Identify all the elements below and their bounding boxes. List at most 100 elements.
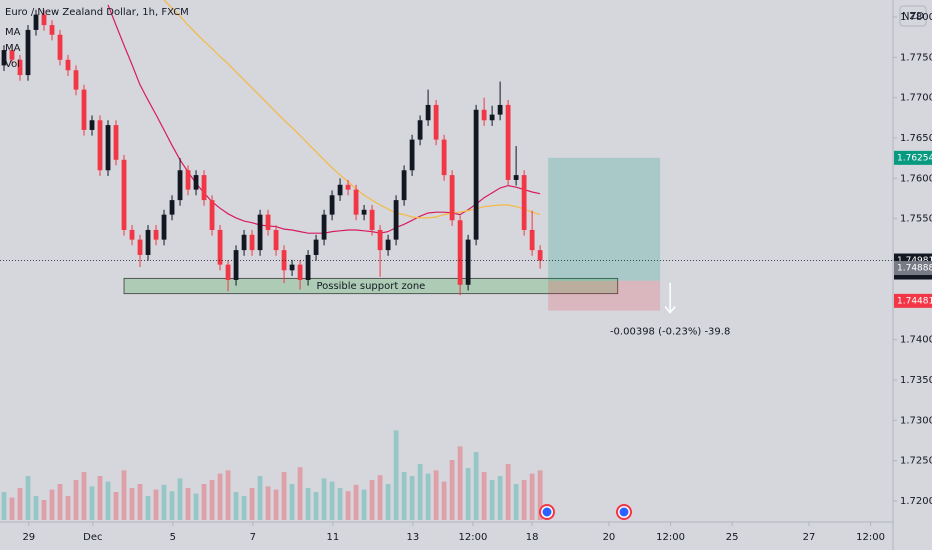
candle-body: [129, 229, 135, 240]
volume-bar: [273, 489, 279, 520]
volume-bar: [425, 473, 431, 520]
volume-bar: [257, 476, 263, 520]
candle-body: [353, 189, 359, 215]
volume-bar: [441, 481, 447, 520]
measure-arrowhead: [664, 306, 676, 314]
currency-button[interactable]: [899, 5, 927, 27]
support-zone: [123, 277, 619, 295]
candle-body: [337, 184, 343, 196]
candle-body: [481, 109, 487, 121]
event-icon[interactable]: [616, 504, 632, 520]
candle-body: [153, 229, 159, 240]
event-icon[interactable]: [539, 504, 555, 520]
measure-label: -0.00398 (-0.23%) -39.8: [610, 327, 730, 338]
volume-bar: [369, 480, 375, 520]
x-tick-label: 20: [603, 532, 616, 543]
candle-body: [433, 104, 439, 140]
x-tick-label: 18: [526, 532, 539, 543]
candle-body: [321, 214, 327, 240]
volume-bar: [121, 470, 127, 520]
candle-body: [369, 209, 375, 230]
y-tick-label: 1.73000: [900, 415, 932, 426]
volume-bar: [529, 473, 535, 520]
candle-body: [265, 214, 271, 230]
volume-bar: [305, 488, 311, 520]
candle-body: [1, 50, 7, 66]
candle-body: [241, 234, 247, 251]
volume-bar: [321, 478, 327, 520]
candle-body: [161, 214, 167, 240]
target-zone: [548, 157, 661, 281]
candle-body: [145, 229, 151, 255]
volume-bar: [193, 493, 199, 520]
candle-body: [17, 59, 23, 76]
candle-body: [65, 59, 71, 71]
candle-body: [393, 200, 399, 240]
volume-bar: [393, 430, 399, 520]
volume-bar: [169, 491, 175, 520]
candle-body: [169, 200, 175, 215]
candle-body: [489, 114, 495, 121]
candle-body: [281, 250, 287, 271]
candle-body: [449, 175, 455, 221]
volume-bar: [17, 488, 23, 520]
volume-bar: [225, 470, 231, 520]
volume-bar: [505, 464, 511, 520]
volume-bar: [449, 460, 455, 520]
price-label-box: [894, 150, 932, 165]
candle-body: [25, 29, 31, 76]
candle-body: [521, 175, 527, 230]
x-tick-label: 5: [170, 532, 176, 543]
candle-body: [345, 184, 351, 190]
volume-bar: [433, 470, 439, 520]
y-tick-label: 1.72500: [900, 456, 932, 467]
x-tick-label: 12:00: [656, 532, 685, 543]
candle-body: [113, 125, 119, 160]
volume-bar: [337, 488, 343, 520]
candle-body: [121, 159, 127, 230]
candle-body: [465, 239, 471, 285]
x-tick-label: Dec: [83, 532, 102, 543]
candle-body: [417, 120, 423, 140]
candle-body: [505, 104, 511, 180]
candle-body: [105, 125, 111, 171]
candle-body: [529, 229, 535, 251]
volume-bar: [129, 488, 135, 520]
x-tick-label: 27: [803, 532, 816, 543]
candle-body: [73, 70, 79, 90]
candle-body: [409, 139, 415, 171]
volume-bar: [521, 480, 527, 520]
volume-bar: [385, 484, 391, 520]
candle-body: [97, 120, 103, 171]
candle-body: [497, 104, 503, 115]
x-tick-label: 29: [22, 532, 35, 543]
legend-title: Euro / New Zealand Dollar, 1h, FXCM: [5, 7, 189, 18]
volume-bar: [489, 480, 495, 520]
volume-bar: [113, 492, 119, 520]
x-tick-label: 12:00: [856, 532, 885, 543]
y-tick-label: 1.78000: [900, 12, 932, 23]
volume-bar: [513, 484, 519, 520]
volume-bar: [233, 492, 239, 520]
volume-bar: [481, 472, 487, 520]
x-tick-label: 7: [250, 532, 256, 543]
y-tick-label: 1.72000: [900, 496, 932, 507]
candle-body: [217, 229, 223, 265]
y-tick-label: 1.76500: [900, 133, 932, 144]
candle-body: [209, 200, 215, 230]
legend-ma: MA: [5, 27, 21, 38]
volume-bar: [249, 488, 255, 520]
candle-body: [33, 14, 39, 30]
y-tick-label: 1.77000: [900, 93, 932, 104]
volume-bar: [105, 481, 111, 520]
volume-bar: [353, 484, 359, 520]
volume-bar: [65, 496, 71, 520]
x-tick-label: 12:00: [458, 532, 487, 543]
candle-body: [41, 14, 47, 26]
y-tick-label: 1.74000: [900, 335, 932, 346]
volume-bar: [417, 464, 423, 520]
x-tick-label: 13: [407, 532, 420, 543]
volume-bar: [281, 472, 287, 520]
volume-bar: [497, 476, 503, 520]
